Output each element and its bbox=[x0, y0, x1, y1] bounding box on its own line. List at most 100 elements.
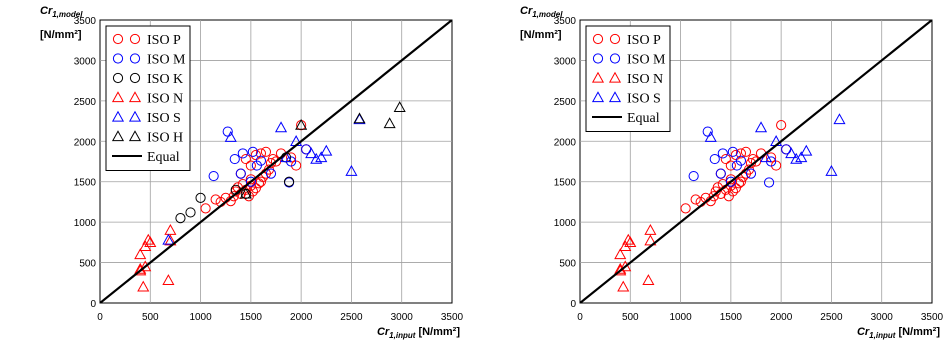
chart1-point-iso-s bbox=[760, 151, 773, 163]
chart1-point-iso-n bbox=[642, 274, 655, 286]
chart1-point-iso-s bbox=[785, 147, 798, 159]
chart0-legend-swatch-iso-p bbox=[129, 33, 141, 45]
chart1-y-tick-label: 1000 bbox=[554, 218, 577, 229]
chart1-point-iso-n bbox=[624, 236, 637, 248]
chart1-point-iso-s bbox=[833, 113, 846, 125]
chart0-point-iso-n bbox=[142, 233, 155, 245]
chart0-legend-swatch-iso-m bbox=[112, 53, 124, 64]
chart0-point-iso-s bbox=[274, 121, 288, 133]
chart1-legend-swatch-iso-s bbox=[591, 91, 605, 103]
chart1-y-tick-label: 2000 bbox=[554, 137, 577, 148]
chart1-point-iso-m bbox=[709, 153, 720, 165]
chart0-y-tick-label: 3500 bbox=[74, 16, 97, 27]
chart1-y-tick-label: 3500 bbox=[554, 16, 577, 27]
chart0-x-tick-label: 1500 bbox=[240, 312, 263, 323]
chart0-legend-swatch-iso-k bbox=[129, 72, 141, 84]
chart0-y-tick-label: 3000 bbox=[74, 56, 97, 67]
chart1-point-iso-m bbox=[745, 168, 757, 179]
chart1-legend-swatch-iso-n bbox=[591, 71, 605, 83]
chart1-point-iso-s bbox=[790, 152, 803, 164]
chart0-y-tick-label: 2500 bbox=[74, 97, 97, 108]
chart1-x-tick-label: 1000 bbox=[669, 312, 692, 323]
chart1-point-iso-p bbox=[730, 149, 741, 161]
chart1-point-iso-m bbox=[702, 126, 713, 137]
chart0-legend-label-iso-n: ISO N bbox=[147, 92, 183, 107]
chart1-legend-swatch-iso-p bbox=[609, 33, 621, 45]
chart0-x-axis-label: Cr1,input [N/mm²] bbox=[377, 326, 460, 340]
chart1-y-tick-label: 1500 bbox=[554, 178, 577, 189]
chart0-y-tick-label: 0 bbox=[90, 299, 96, 310]
chart1-point-iso-p bbox=[727, 186, 738, 197]
chart0-legend-swatch-iso-s bbox=[111, 110, 125, 122]
chart0-point-iso-h bbox=[383, 117, 396, 129]
chart0-series-equal-line bbox=[100, 20, 452, 303]
chart0-point-iso-n bbox=[162, 274, 175, 286]
chart0-point-iso-m bbox=[229, 153, 240, 165]
chart1-x-tick-label: 2000 bbox=[770, 312, 793, 323]
chart1-legend-label-iso-n: ISO N bbox=[627, 72, 663, 87]
chart1-point-iso-p bbox=[680, 203, 691, 214]
chart1-point-iso-p bbox=[725, 160, 736, 171]
chart0-point-iso-m bbox=[208, 170, 219, 182]
chart0-point-iso-n bbox=[139, 260, 152, 272]
chart0-point-iso-k bbox=[175, 213, 186, 224]
chart0-point-iso-s bbox=[315, 151, 328, 163]
chart0-point-iso-k bbox=[283, 176, 295, 187]
chart0-point-iso-s bbox=[320, 144, 333, 156]
chart1-series-equal-line bbox=[580, 20, 932, 303]
chart0-legend-swatch-iso-h bbox=[128, 130, 142, 142]
chart0-point-iso-m bbox=[222, 126, 233, 137]
chart0-point-iso-m bbox=[265, 168, 277, 179]
chart-left: 0 500 1000 1500 2000 2500 3000 3500 0 500 1000 1500… bbox=[40, 5, 464, 340]
chart1-point-iso-p bbox=[690, 194, 701, 205]
chart0-point-iso-p bbox=[250, 149, 261, 161]
chart0-point-iso-m bbox=[255, 155, 267, 166]
chart0-point-iso-k bbox=[185, 207, 196, 218]
chart0-legend-swatch-iso-n bbox=[111, 91, 125, 103]
chart0-legend-swatch-iso-m bbox=[129, 53, 141, 64]
chart1-point-iso-n bbox=[614, 264, 627, 276]
chart0-point-iso-h bbox=[393, 101, 406, 112]
chart1-legend-label-equal: Equal bbox=[627, 111, 660, 126]
chart0-point-iso-m bbox=[237, 148, 248, 159]
chart0-point-iso-m bbox=[245, 176, 256, 187]
chart0-legend-label-iso-p: ISO P bbox=[147, 33, 181, 48]
chart1-y-tick-label: 3000 bbox=[554, 56, 577, 67]
chart1-legend-label-iso-p: ISO P bbox=[627, 33, 661, 48]
chart1-point-iso-p bbox=[735, 176, 747, 187]
chart1-x-axis-label: Cr1,input [N/mm²] bbox=[857, 326, 940, 340]
chart0-y-axis-unit: [N/mm²] bbox=[40, 29, 82, 41]
chart0-point-iso-p bbox=[255, 176, 267, 187]
chart1-point-iso-n bbox=[617, 280, 630, 292]
chart0-point-iso-m bbox=[247, 146, 258, 157]
chart1-point-iso-n bbox=[619, 240, 632, 252]
chart0-point-iso-n bbox=[134, 248, 147, 260]
chart1-point-iso-n bbox=[644, 234, 657, 246]
chart1-x-tick-label: 0 bbox=[577, 312, 583, 323]
chart1-point-iso-p bbox=[740, 146, 752, 157]
chart0-y-tick-label: 2000 bbox=[74, 137, 97, 148]
chart0-data-layer bbox=[100, 20, 452, 303]
chart0-legend-label-iso-s: ISO S bbox=[147, 111, 181, 126]
chart0-point-iso-p bbox=[245, 160, 256, 171]
chart1-point-iso-p bbox=[708, 191, 719, 202]
chart0-point-iso-n bbox=[164, 223, 177, 235]
chart1-point-iso-s bbox=[754, 121, 768, 133]
chart1-point-iso-p bbox=[730, 183, 741, 194]
chart0-x-tick-label: 500 bbox=[142, 312, 159, 323]
chart0-point-iso-n bbox=[164, 234, 177, 246]
chart1-legend-label-iso-m: ISO M bbox=[627, 53, 666, 68]
chart1-point-iso-m bbox=[763, 177, 775, 188]
chart1-point-iso-p bbox=[776, 120, 787, 131]
chart0-point-iso-k bbox=[195, 192, 206, 203]
chart0-point-iso-m bbox=[235, 168, 246, 179]
chart1-point-iso-n bbox=[614, 248, 627, 260]
chart0-point-iso-p bbox=[228, 191, 239, 202]
chart1-point-iso-n bbox=[622, 233, 635, 245]
chart1-point-iso-s bbox=[800, 144, 813, 156]
chart0-point-iso-p bbox=[255, 148, 267, 159]
chart0-legend-label-equal: Equal bbox=[147, 150, 180, 165]
chart1-point-iso-m bbox=[735, 155, 747, 166]
chart1-point-iso-s bbox=[825, 164, 838, 176]
chart0-point-iso-s bbox=[305, 147, 318, 159]
